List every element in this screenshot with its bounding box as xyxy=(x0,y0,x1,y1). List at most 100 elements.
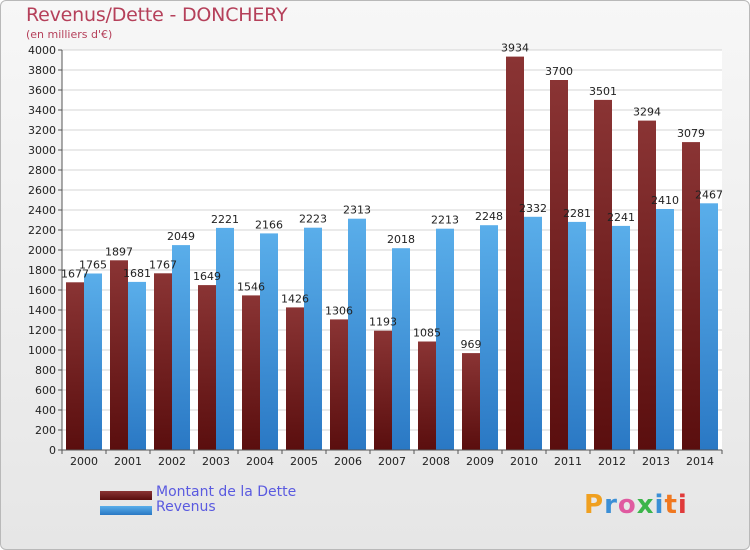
x-tick-label: 2001 xyxy=(114,455,142,468)
y-tick-label: 2600 xyxy=(28,184,56,197)
bar-dette xyxy=(110,260,128,450)
legend-swatch-revenus xyxy=(100,506,152,515)
data-label-revenus: 2313 xyxy=(343,204,371,217)
y-tick-label: 1000 xyxy=(28,344,56,357)
bar-revenus xyxy=(216,227,234,450)
bar-dette xyxy=(682,142,700,450)
data-label-revenus: 2223 xyxy=(299,213,327,226)
data-label-dette: 969 xyxy=(461,338,482,351)
logo-letter: x xyxy=(636,490,655,520)
logo-letter: P xyxy=(584,490,605,520)
chart-subtitle: (en milliers d'€) xyxy=(26,28,113,41)
proxiti-logo: Proxiti xyxy=(584,490,688,520)
x-tick-label: 2009 xyxy=(466,455,494,468)
data-label-dette: 1426 xyxy=(281,292,309,305)
y-tick-label: 4000 xyxy=(28,44,56,57)
data-label-dette: 1767 xyxy=(149,258,177,271)
bar-dette xyxy=(242,295,260,450)
data-label-dette: 3079 xyxy=(677,127,705,140)
y-tick-label: 2000 xyxy=(28,244,56,257)
y-tick-label: 3600 xyxy=(28,84,56,97)
y-tick-label: 1600 xyxy=(28,284,56,297)
y-tick-label: 3800 xyxy=(28,64,56,77)
bar-dette xyxy=(286,307,304,450)
logo-letter: i xyxy=(677,490,688,520)
x-tick-label: 2010 xyxy=(510,455,538,468)
bar-dette xyxy=(418,341,436,450)
x-tick-label: 2002 xyxy=(158,455,186,468)
data-label-dette: 1649 xyxy=(193,270,221,283)
bar-revenus xyxy=(656,209,674,450)
bar-revenus xyxy=(260,233,278,450)
data-label-dette: 1897 xyxy=(105,245,133,258)
y-tick-label: 2800 xyxy=(28,164,56,177)
y-tick-label: 1400 xyxy=(28,304,56,317)
bar-revenus xyxy=(612,225,630,450)
x-tick-label: 2008 xyxy=(422,455,450,468)
bar-revenus xyxy=(128,281,146,450)
logo-letter: o xyxy=(617,490,637,520)
logo-letter: i xyxy=(654,490,665,520)
x-tick-label: 2012 xyxy=(598,455,626,468)
data-label-revenus: 2166 xyxy=(255,218,283,231)
bar-revenus xyxy=(392,248,410,450)
x-tick-label: 2011 xyxy=(554,455,582,468)
x-tick-label: 2005 xyxy=(290,455,318,468)
logo-letter: r xyxy=(604,490,618,520)
bar-revenus xyxy=(436,228,454,450)
bar-revenus xyxy=(524,216,542,450)
x-tick-label: 2007 xyxy=(378,455,406,468)
data-label-dette: 1546 xyxy=(237,280,265,293)
legend-label-dette: Montant de la Dette xyxy=(156,484,297,500)
data-label-revenus: 2049 xyxy=(167,230,195,243)
data-label-revenus: 1681 xyxy=(123,267,151,280)
y-tick-label: 2200 xyxy=(28,224,56,237)
data-label-dette: 1085 xyxy=(413,327,441,340)
bar-dette xyxy=(330,319,348,450)
y-tick-label: 800 xyxy=(35,364,56,377)
bar-dette xyxy=(154,273,172,450)
y-tick-label: 400 xyxy=(35,404,56,417)
logo-letter: t xyxy=(664,490,678,520)
y-tick-label: 2400 xyxy=(28,204,56,217)
data-label-revenus: 2241 xyxy=(607,211,635,224)
data-label-revenus: 2213 xyxy=(431,214,459,227)
bar-revenus xyxy=(568,221,586,450)
data-label-dette: 3501 xyxy=(589,85,617,98)
bar-dette xyxy=(198,285,216,450)
bar-dette xyxy=(594,99,612,451)
x-tick-label: 2014 xyxy=(686,455,714,468)
data-label-revenus: 2018 xyxy=(387,233,415,246)
y-tick-label: 0 xyxy=(49,444,56,457)
bar-revenus xyxy=(84,273,102,450)
bar-dette xyxy=(506,56,524,450)
data-label-dette: 3934 xyxy=(501,42,529,55)
data-label-revenus: 2410 xyxy=(651,194,679,207)
bar-revenus xyxy=(480,225,498,450)
y-tick-label: 3400 xyxy=(28,104,56,117)
data-label-dette: 3700 xyxy=(545,65,573,78)
data-label-dette: 3294 xyxy=(633,106,661,119)
x-tick-label: 2006 xyxy=(334,455,362,468)
x-tick-label: 2004 xyxy=(246,455,274,468)
data-label-revenus: 2221 xyxy=(211,213,239,226)
legend-label-revenus: Revenus xyxy=(156,499,216,515)
y-tick-label: 1200 xyxy=(28,324,56,337)
y-tick-label: 3000 xyxy=(28,144,56,157)
data-label-dette: 1306 xyxy=(325,304,353,317)
bar-revenus xyxy=(304,227,322,450)
legend-swatch-dette xyxy=(100,491,152,500)
bar-revenus xyxy=(172,245,190,450)
y-tick-label: 200 xyxy=(35,424,56,437)
data-label-revenus: 2467 xyxy=(695,188,723,201)
data-label-revenus: 2281 xyxy=(563,207,591,220)
data-label-dette: 1193 xyxy=(369,316,397,329)
y-tick-label: 3200 xyxy=(28,124,56,137)
bar-revenus xyxy=(348,218,366,450)
bar-revenus xyxy=(700,203,718,450)
chart-title: Revenus/Dette - DONCHERY xyxy=(26,4,288,26)
x-tick-label: 2013 xyxy=(642,455,670,468)
data-label-revenus: 2248 xyxy=(475,210,503,223)
bar-dette xyxy=(374,330,392,450)
